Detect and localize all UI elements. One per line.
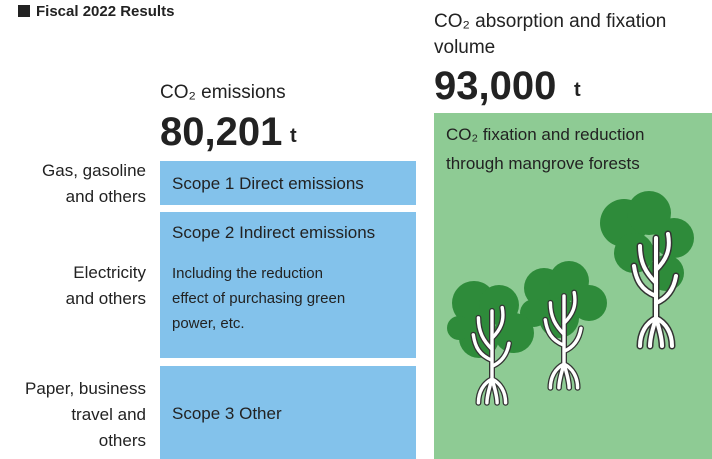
header-title: Fiscal 2022 Results bbox=[36, 4, 174, 19]
source-label: and others bbox=[66, 188, 146, 205]
panel-text: through mangrove forests bbox=[446, 155, 640, 172]
emissions-label: CO₂ emissions bbox=[160, 83, 286, 102]
page: Fiscal 2022 Results CO₂ emissions 80,201… bbox=[0, 0, 712, 459]
source-label: others bbox=[99, 432, 146, 449]
panel-text: CO₂ fixation and reduction bbox=[446, 126, 644, 143]
source-label: travel and bbox=[71, 406, 146, 423]
source-label: Electricity bbox=[73, 264, 146, 281]
absorption-label: volume bbox=[434, 38, 495, 57]
source-label: Gas, gasoline bbox=[42, 162, 146, 179]
emissions-amount: 80,201 bbox=[160, 112, 282, 152]
emissions-unit: t bbox=[290, 126, 297, 146]
scope-title: Scope 1 Direct emissions bbox=[172, 175, 364, 192]
scope-note: power, etc. bbox=[172, 316, 245, 331]
scope-title: Scope 2 Indirect emissions bbox=[172, 224, 375, 241]
scope-note: effect of purchasing green bbox=[172, 291, 345, 306]
absorption-amount: 93,000 bbox=[434, 66, 556, 106]
scope-note: Including the reduction bbox=[172, 266, 323, 281]
absorption-unit: t bbox=[574, 80, 581, 100]
source-label: Paper, business bbox=[25, 380, 146, 397]
header-square bbox=[18, 5, 30, 17]
absorption-label: CO₂ absorption and fixation bbox=[434, 12, 666, 31]
scope-title: Scope 3 Other bbox=[172, 405, 282, 422]
source-label: and others bbox=[66, 290, 146, 307]
